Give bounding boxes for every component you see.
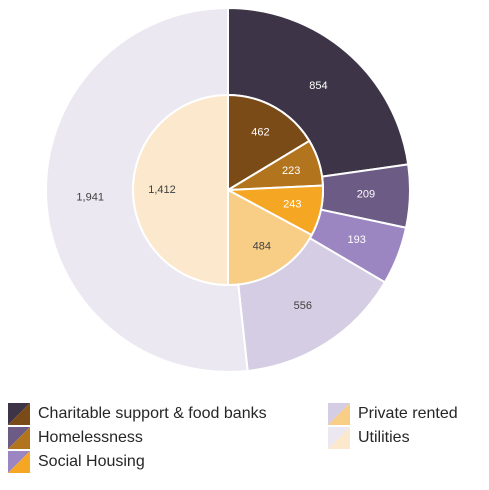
legend-item-social-housing: Social Housing <box>8 451 145 473</box>
legend-label-charitable: Charitable support & food banks <box>38 405 267 422</box>
slice-labels: 854 209 193 556 1,941 462 223 243 484 1,412 <box>76 80 375 312</box>
legend-swatch-inner-utilities <box>328 427 350 449</box>
legend-swatch-utilities <box>328 427 350 449</box>
legend-label-social-housing: Social Housing <box>38 453 145 470</box>
inner-slice-utilities <box>132 93 229 287</box>
legend-item-homelessness: Homelessness <box>8 427 143 449</box>
nested-donut-chart: 854 209 193 556 1,941 462 223 243 484 1,412 <box>45 6 411 373</box>
legend-swatch-inner-social-housing <box>8 451 30 473</box>
outer-label-charitable: 854 <box>309 80 327 92</box>
legend-label-utilities: Utilities <box>358 429 410 446</box>
inner-label-homelessness: 223 <box>282 165 300 177</box>
legend: Charitable support & food banks Homeless… <box>8 403 488 489</box>
legend-label-homelessness: Homelessness <box>38 429 143 446</box>
outer-label-utilities: 1,941 <box>76 191 104 203</box>
legend-swatch-inner-private-rented <box>328 403 350 425</box>
legend-swatch-charitable <box>8 403 30 425</box>
legend-item-charitable: Charitable support & food banks <box>8 403 267 425</box>
legend-item-private-rented: Private rented <box>328 403 458 425</box>
outer-label-private-rented: 556 <box>294 300 312 312</box>
outer-label-homelessness: 209 <box>357 189 375 201</box>
inner-ring <box>132 93 324 287</box>
inner-label-charitable: 462 <box>251 127 269 139</box>
legend-swatch-inner-charitable <box>8 403 30 425</box>
inner-slice-private-rented <box>227 188 314 287</box>
legend-label-private-rented: Private rented <box>358 405 458 422</box>
legend-swatch-private-rented <box>328 403 350 425</box>
inner-label-utilities: 1,412 <box>148 184 176 196</box>
inner-label-social-housing: 243 <box>283 199 301 211</box>
inner-label-private-rented: 484 <box>253 241 271 253</box>
outer-label-social-housing: 193 <box>347 234 365 246</box>
legend-swatch-homelessness <box>8 427 30 449</box>
legend-item-utilities: Utilities <box>328 427 410 449</box>
inner-slice-charitable <box>227 93 311 192</box>
legend-swatch-social-housing <box>8 451 30 473</box>
legend-swatch-inner-homelessness <box>8 427 30 449</box>
